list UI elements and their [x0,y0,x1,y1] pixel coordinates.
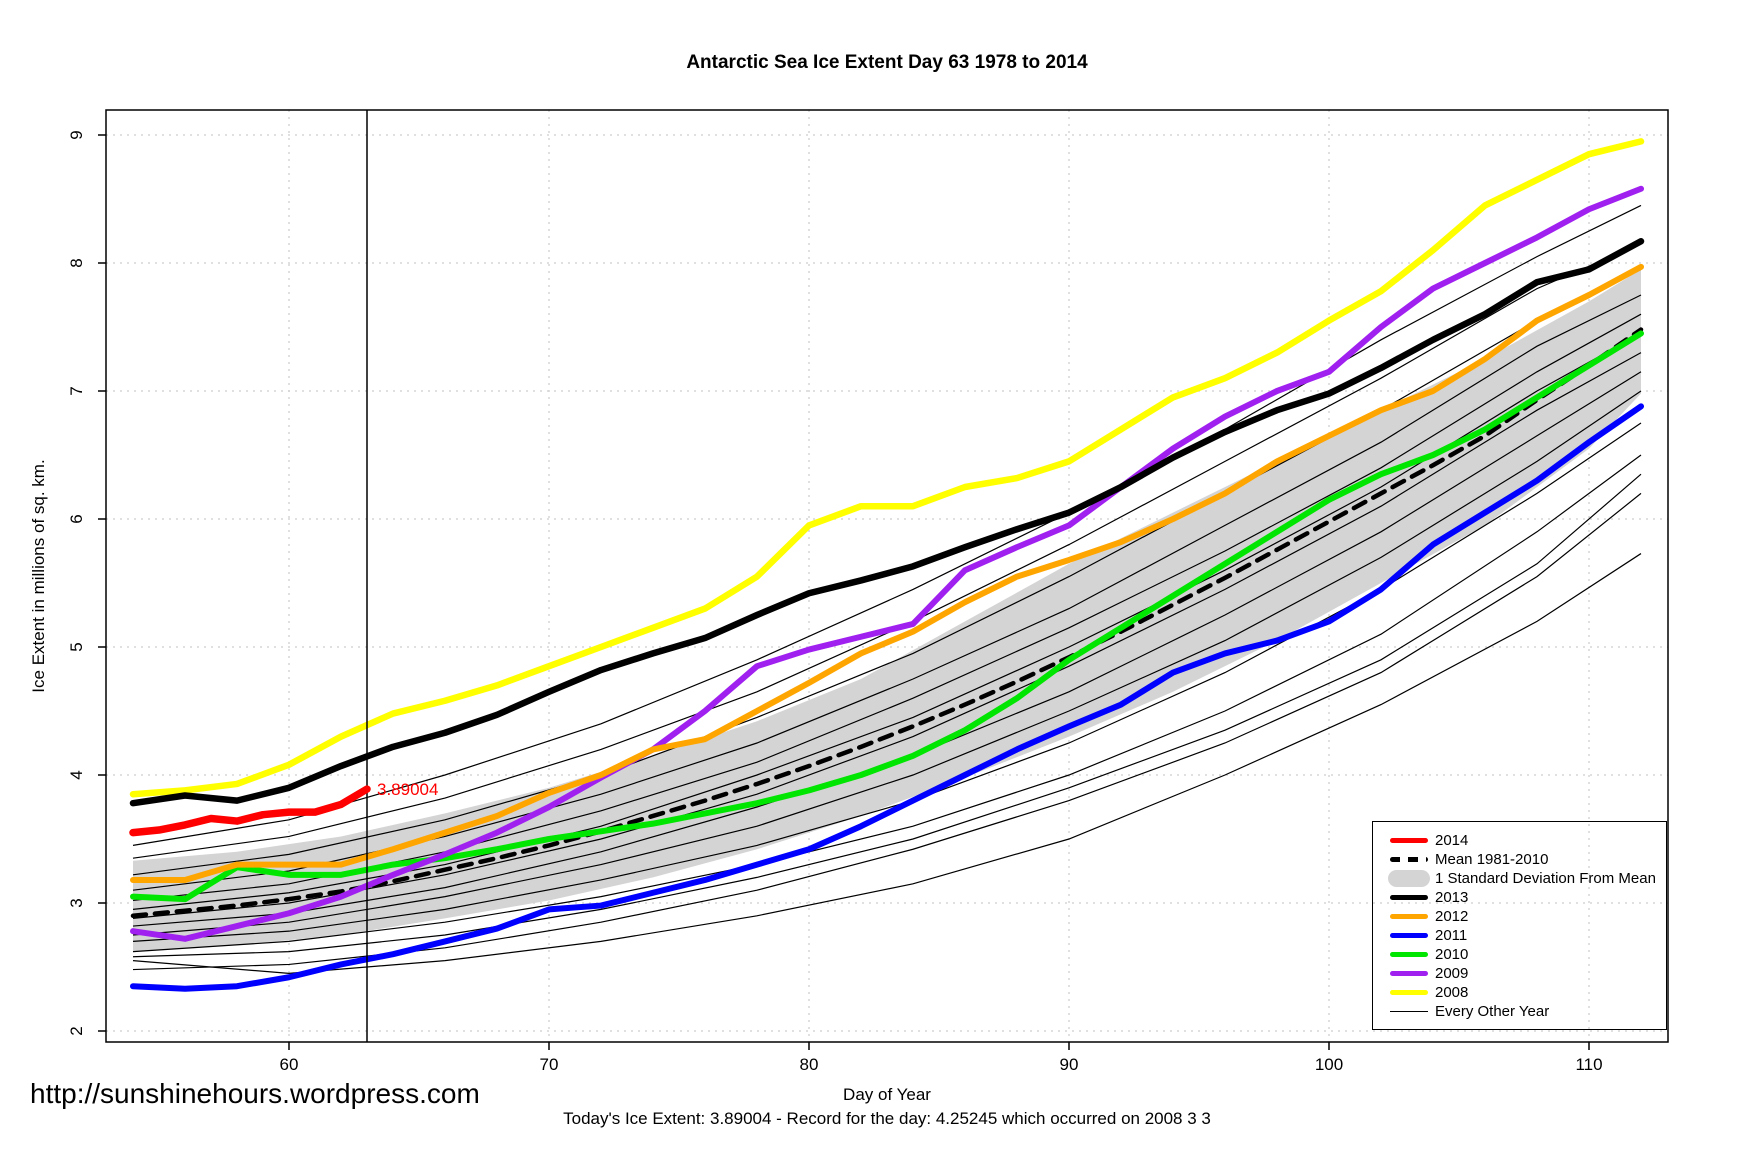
x-tick-label-80: 80 [800,1055,819,1074]
y-tick-label-5: 5 [67,642,86,651]
x-tick-label-60: 60 [280,1055,299,1074]
plot-border [105,109,1669,1043]
legend-label: 2012 [1435,908,1469,925]
legend-label: 2010 [1435,946,1469,963]
legend-label: 1 Standard Deviation From Mean [1435,870,1656,887]
legend-label: 2014 [1435,832,1469,849]
legend-swatch-cell [1383,857,1435,862]
legend-swatch-thinline-icon [1390,1011,1428,1012]
legend-swatch-line-icon [1390,838,1428,843]
chart-title: Antarctic Sea Ice Extent Day 63 1978 to … [686,52,1088,73]
legend-row-2012: 2012 [1383,907,1666,926]
other-year-line-3 [132,454,1642,953]
series-line-2013 [129,237,1645,807]
source-url[interactable]: http://sunshinehours.wordpress.com [30,1078,480,1109]
y-tick-label-3: 3 [67,898,86,907]
legend-label: 2008 [1435,984,1469,1001]
y-tick-label-8: 8 [67,258,86,267]
series-line-mean-1981-2010 [130,327,1644,919]
y-tick-label-2: 2 [67,1026,86,1035]
x-tick-label-100: 100 [1315,1055,1343,1074]
legend-swatch-cell [1383,914,1435,919]
legend-row-2008: 2008 [1383,983,1666,1002]
other-year-line-2 [132,473,1642,958]
legend-swatch-line-icon [1390,895,1428,900]
legend-swatch-cell [1383,838,1435,843]
legend-swatch-dash-icon [1390,857,1428,862]
legend-box: 2014 Mean 1981-2010 1 Standard Deviation F… [1372,821,1667,1030]
y-tick-label-9: 9 [67,130,86,139]
legend-row-2014: 2014 [1383,831,1666,850]
legend-swatch-cell [1383,870,1435,887]
series-line-2009 [130,185,1644,942]
std-deviation-band [133,269,1641,952]
series-line-2014 [129,785,371,837]
other-year-line-1 [132,553,1642,975]
series-line-2008 [129,138,1645,798]
legend-label: 2013 [1435,889,1469,906]
other-year-line-11 [132,268,1642,876]
x-tick-label-110: 110 [1575,1055,1602,1074]
legend-row-2010: 2010 [1383,945,1666,964]
legend-row-1-standard-deviation-from-mean: 1 Standard Deviation From Mean [1383,869,1666,888]
legend-row-mean-1981-2010: Mean 1981-2010 [1383,850,1666,869]
legend-swatch-line-icon [1390,971,1428,976]
legend-swatch-cell [1383,952,1435,957]
legend-swatch-band-icon [1388,870,1430,887]
legend-swatch-cell [1383,1011,1435,1012]
y-tick-label-6: 6 [67,514,86,523]
legend-swatch-line-icon [1390,952,1428,957]
legend-swatch-cell [1383,933,1435,938]
y-tick-label-7: 7 [67,386,86,395]
other-year-line-7 [132,352,1642,919]
legend-row-2011: 2011 [1383,926,1666,945]
other-year-line-13 [132,204,1642,846]
legend-swatch-line-icon [1390,933,1428,938]
legend-label: 2009 [1435,965,1469,982]
summary-text: Today's Ice Extent: 3.89004 - Record for… [563,1109,1211,1128]
x-tick-label-90: 90 [1060,1055,1079,1074]
legend-label: Every Other Year [1435,1003,1550,1020]
x-axis-caption: Day of Year [843,1085,931,1104]
y-tick-label-4: 4 [67,770,86,779]
x-tick-label-70: 70 [540,1055,559,1074]
current-value-annotation: 3.89004 [377,780,438,799]
legend-swatch-line-icon [1390,990,1428,995]
legend-swatch-line-icon [1390,914,1428,919]
other-year-line-5 [132,390,1642,936]
legend-swatch-cell [1383,971,1435,976]
legend-swatch-cell [1383,990,1435,995]
y-axis-label: Ice Extent in millions of sq. km. [29,459,48,692]
legend-row-2009: 2009 [1383,964,1666,983]
legend-label: Mean 1981-2010 [1435,851,1549,868]
legend-row-2013: 2013 [1383,888,1666,907]
series-line-2010 [130,330,1644,903]
legend-row-every-other-year: Every Other Year [1383,1002,1666,1021]
series-line-2012 [130,263,1644,883]
legend-swatch-cell [1383,895,1435,900]
legend-label: 2011 [1435,927,1468,944]
series-line-2011 [130,403,1644,992]
